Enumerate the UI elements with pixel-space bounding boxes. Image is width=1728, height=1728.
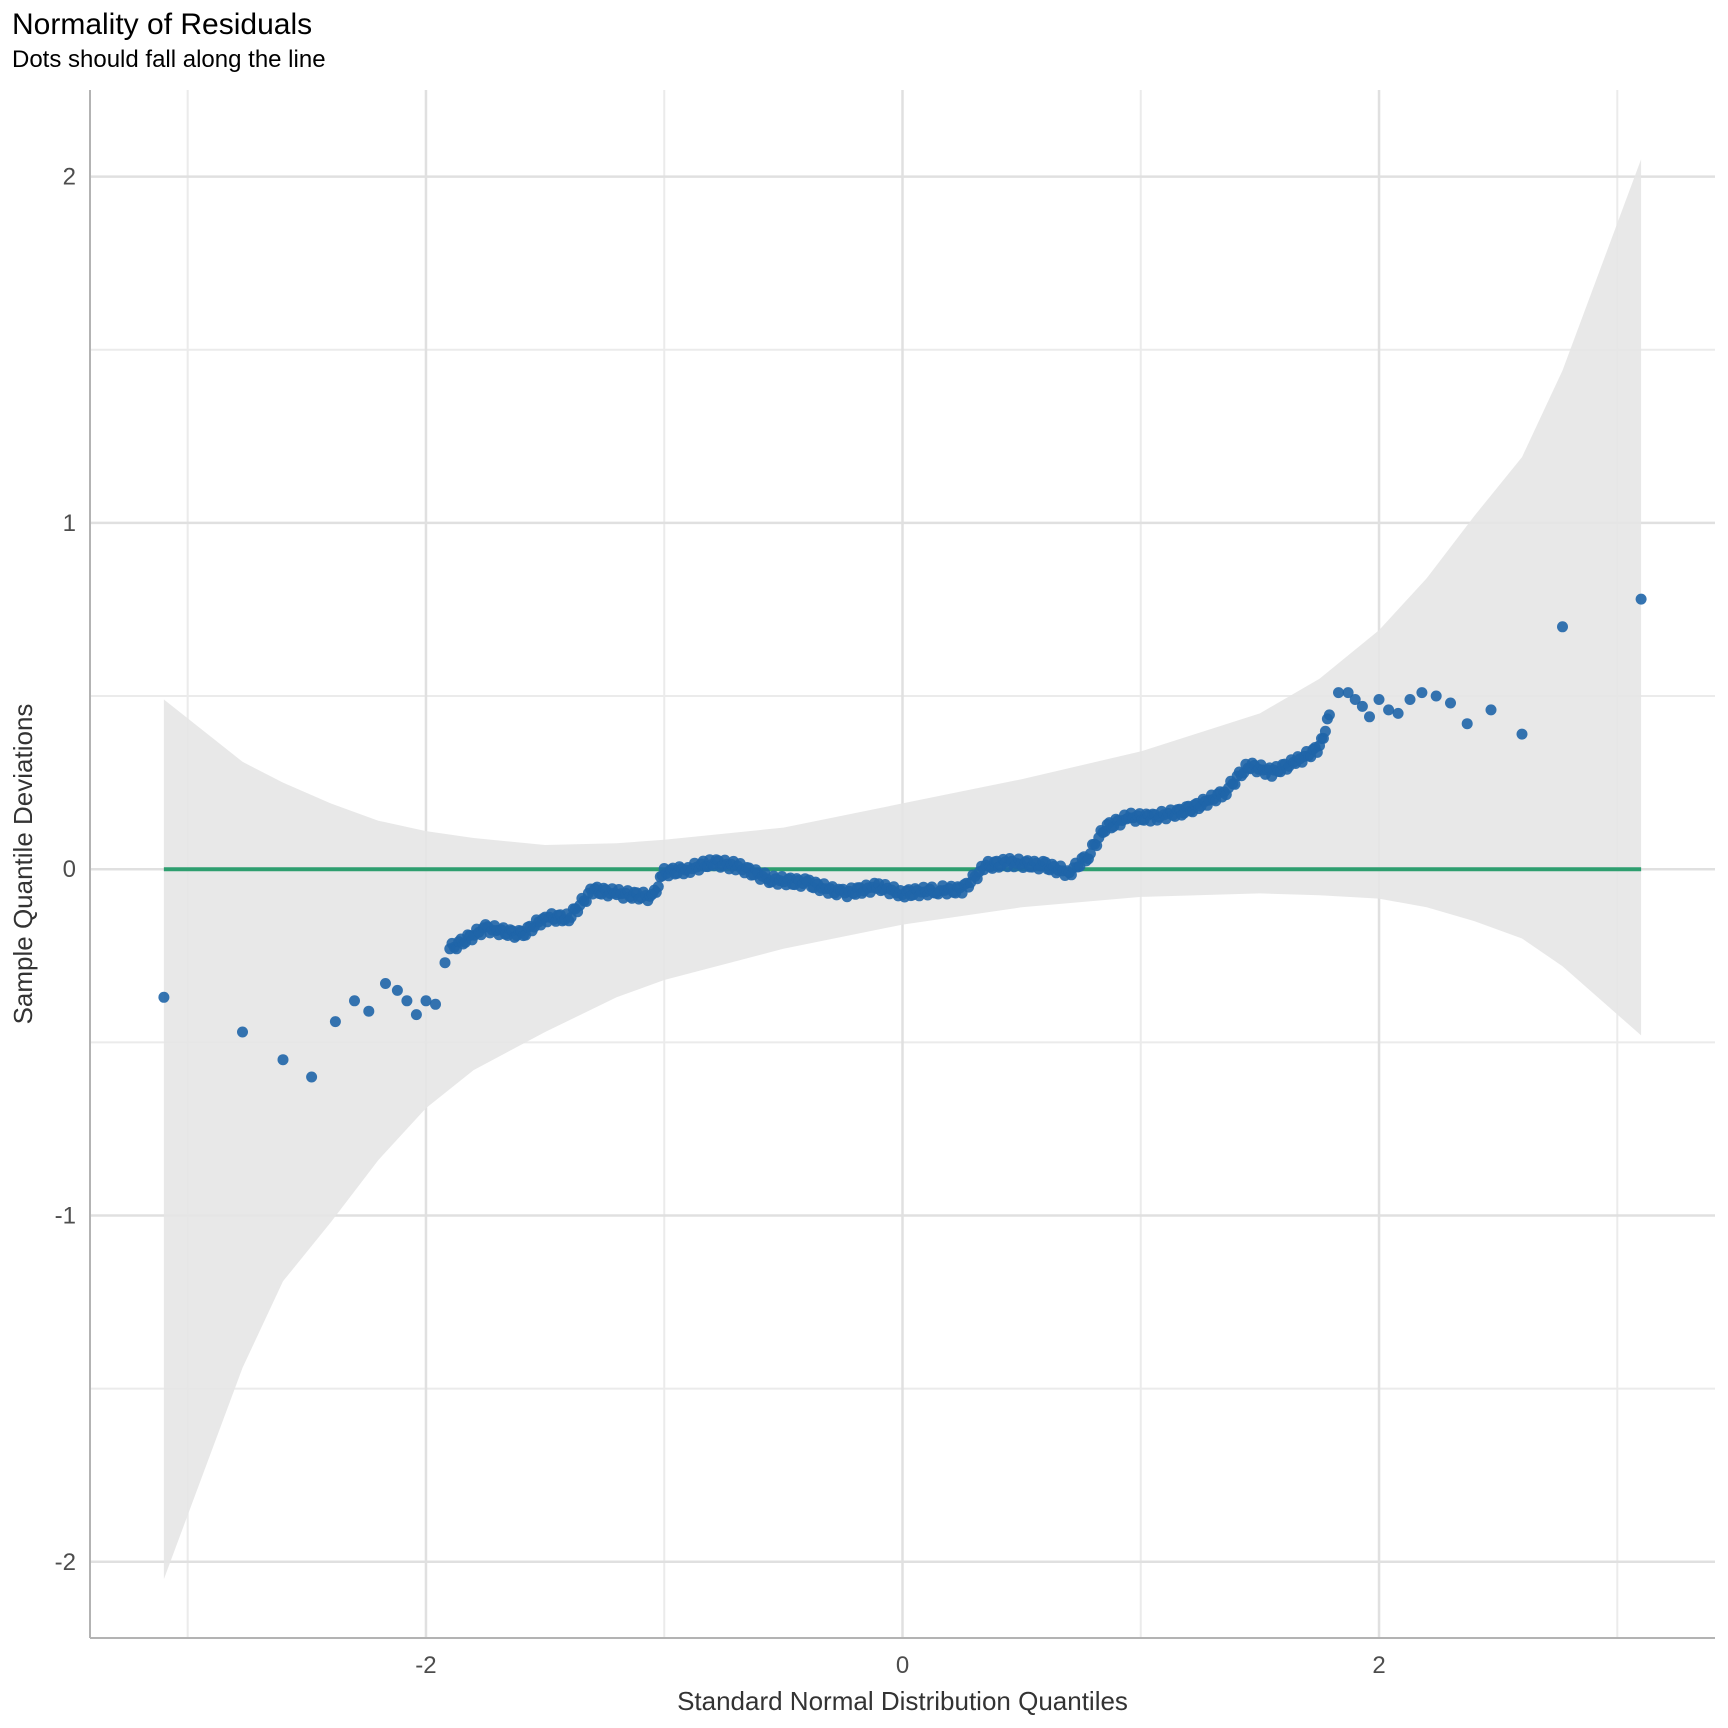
chart-title: Normality of Residuals [12,8,313,41]
sample-point [1445,697,1456,709]
sample-point [1430,690,1442,702]
y-tick-label: 1 [63,510,76,537]
y-tick-label: 2 [63,164,76,191]
sample-point [1356,700,1368,712]
tick-labels: -2 0 2 -2 -1 0 1 2 [55,164,1386,1679]
sample-point [1383,704,1395,716]
sample-point [1635,593,1647,605]
x-axis-label: Standard Normal Distribution Quantiles [677,1686,1128,1716]
y-tick-label: 0 [63,856,76,883]
x-tick-label: 0 [896,1652,909,1679]
chart-subtitle: Dots should fall along the line [12,46,326,73]
x-tick-label: 2 [1372,1652,1385,1679]
sample-point [306,1071,318,1083]
sample-point [237,1026,248,1038]
sample-point [1084,848,1096,860]
axes [89,90,1715,1639]
sample-point [420,995,432,1007]
sample-point [363,1005,375,1017]
sample-point [1461,718,1473,730]
sample-point [1229,778,1241,790]
sample-point [1416,687,1428,699]
sample-point [1342,687,1354,699]
sample-point [401,995,413,1007]
sample-point [1485,704,1497,716]
sample-point [158,991,170,1003]
sample-point [1333,687,1344,699]
x-tick-label: -2 [415,1652,436,1679]
y-tick-label: -1 [55,1203,76,1230]
sample-points [158,593,1647,1083]
sample-point [580,896,592,907]
sample-point [439,957,451,969]
y-tick-label: -2 [55,1549,76,1576]
sample-point [1404,694,1416,705]
sample-point [652,881,664,893]
sample-point [1349,694,1361,705]
sample-point [1364,711,1375,723]
sample-point [1516,728,1528,740]
sample-point [380,978,391,989]
sample-point [1323,709,1335,721]
sample-point [1392,707,1404,719]
sample-point [277,1054,289,1066]
sample-point [430,998,441,1010]
sample-point [349,995,360,1007]
sample-point [329,1016,341,1028]
sample-point [1373,694,1385,705]
sample-point [410,1009,422,1021]
sample-point [391,984,403,996]
sample-point [1557,621,1568,633]
y-axis-label: Sample Quantile Deviations [8,704,38,1025]
sample-point [1319,725,1331,737]
